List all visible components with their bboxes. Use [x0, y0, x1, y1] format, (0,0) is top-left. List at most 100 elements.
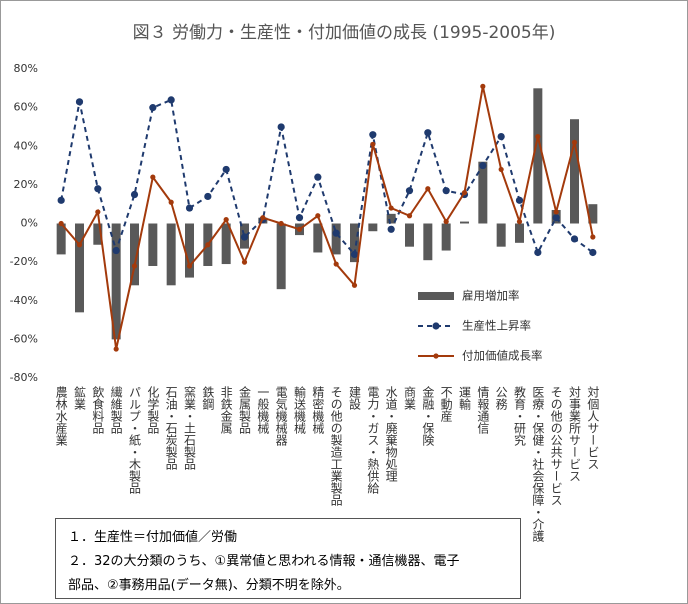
bar: [405, 223, 414, 247]
bar: [166, 223, 176, 286]
bar: [276, 223, 286, 290]
y-tick-label: 20%: [14, 178, 38, 191]
bar: [386, 213, 396, 224]
marker: [130, 190, 139, 199]
bar: [331, 223, 341, 255]
x-tick-label: 鉄鋼: [201, 385, 215, 410]
x-tick-label: 医療・保健・社会保障・介護: [531, 386, 545, 543]
marker: [405, 187, 414, 195]
bar: [515, 223, 524, 243]
marker: [186, 263, 193, 269]
x-tick-label: 化学製品: [146, 386, 160, 434]
bar: [350, 223, 359, 263]
marker: [480, 83, 486, 89]
marker: [240, 233, 249, 241]
marker: [370, 141, 376, 147]
marker: [150, 174, 156, 180]
legend-swatch: [418, 292, 454, 300]
y-tick-label: -40%: [10, 294, 38, 307]
marker: [515, 196, 524, 204]
marker: [498, 166, 504, 173]
marker: [57, 196, 65, 204]
y-tick-label: 80%: [14, 62, 38, 75]
marker: [516, 218, 523, 225]
marker: [497, 132, 505, 141]
marker: [424, 129, 432, 137]
marker: [315, 213, 321, 219]
bar: [441, 223, 451, 251]
marker: [535, 133, 541, 140]
x-tick-label: 情報通信: [476, 386, 490, 435]
bar: [313, 223, 323, 253]
marker: [388, 205, 394, 211]
y-tick-label: 60%: [14, 101, 38, 114]
legend-label: 生産性上昇率: [462, 319, 531, 333]
x-tick-label: 石油・石炭製品: [164, 386, 178, 470]
x-tick-label: その他の公共サービス: [549, 386, 563, 506]
legend-swatch: [433, 353, 439, 359]
x-tick-label: 水道・廃棄物処理: [384, 386, 398, 482]
x-tick-label: 運輸: [458, 386, 472, 410]
marker: [369, 131, 377, 139]
x-tick-label: 一般機械: [256, 386, 270, 434]
bar: [570, 119, 579, 224]
x-tick-label: 教育・研究: [513, 385, 527, 447]
bar: [588, 204, 598, 224]
x-tick-label: 電力・ガス・熱供給: [366, 386, 380, 494]
bar: [423, 223, 433, 261]
marker: [95, 209, 101, 215]
bar: [478, 161, 488, 224]
marker: [58, 220, 64, 227]
marker: [425, 186, 431, 192]
marker: [223, 217, 229, 223]
marker: [277, 123, 285, 131]
marker: [333, 261, 339, 267]
bar: [368, 223, 378, 232]
marker: [406, 213, 413, 219]
marker: [76, 242, 83, 248]
marker: [552, 214, 560, 222]
chart-title: 図３ 労働力・生産性・付加価値の成長 (1995-2005年): [133, 23, 556, 43]
bar: [533, 88, 543, 224]
bar: [93, 223, 103, 245]
x-tick-label: 鉱業: [73, 385, 87, 410]
bar: [221, 223, 231, 265]
x-tick-label: 金属製品: [238, 385, 252, 434]
bar: [496, 223, 506, 247]
x-tick-label: 精密機械: [311, 386, 325, 434]
marker: [314, 173, 322, 181]
marker: [113, 346, 119, 352]
x-tick-label: 輸送機械: [293, 385, 307, 434]
legend-label: 付加価値成長率: [462, 349, 543, 363]
x-tick-label: 対個人サービス: [586, 386, 600, 470]
marker: [534, 248, 542, 257]
marker: [570, 235, 579, 243]
marker: [185, 204, 194, 212]
x-tick-label: 対事業所サービス: [568, 386, 582, 482]
y-tick-label: -20%: [10, 255, 38, 268]
bar: [460, 221, 469, 224]
marker: [589, 248, 597, 257]
marker: [571, 139, 578, 145]
bar: [56, 223, 66, 255]
x-tick-label: 電気機械器: [274, 386, 288, 447]
marker: [168, 199, 174, 205]
marker: [442, 187, 450, 195]
marker: [295, 214, 304, 222]
note: １．生産性＝付加価値／労働: [68, 529, 237, 545]
note: ２．32の大分類のうち、①異常値と思われる情報・通信機器、電子: [68, 553, 460, 569]
marker: [167, 96, 175, 104]
x-tick-label: 商業: [403, 385, 417, 410]
marker: [222, 165, 230, 174]
marker: [443, 218, 449, 225]
x-tick-label: 繊維製品: [109, 386, 123, 434]
marker: [350, 250, 359, 258]
bar: [75, 223, 84, 313]
x-tick-label: 非鉄金属: [219, 386, 233, 435]
y-tick-label: -80%: [10, 371, 38, 384]
marker: [75, 98, 84, 106]
x-tick-label: 不動産: [439, 386, 453, 423]
x-tick-label: 金融・保険: [421, 385, 435, 447]
